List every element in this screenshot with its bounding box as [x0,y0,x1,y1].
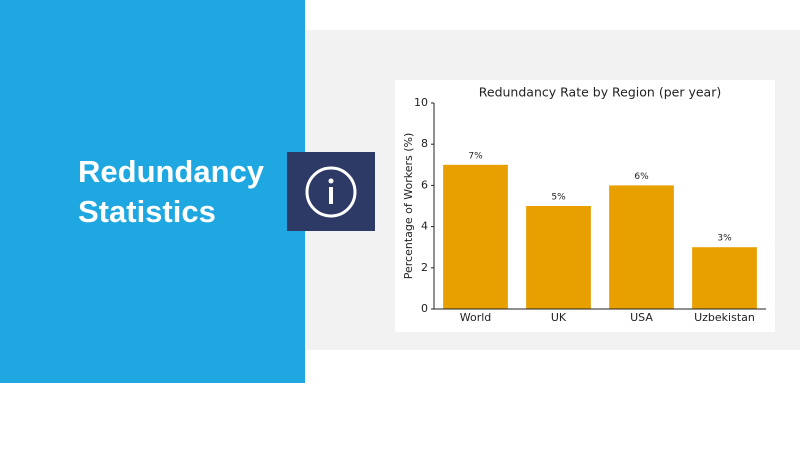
value-label: 5% [551,193,566,203]
value-label: 3% [717,234,732,244]
info-icon [287,152,375,231]
slide-title: Redundancy Statistics [78,154,265,229]
icon-circle [305,166,357,218]
bar [526,206,591,309]
y-axis-label: Percentage of Workers (%) [402,133,415,280]
y-tick-label: 2 [421,261,428,274]
y-tick-label: 4 [421,220,428,233]
y-tick-label: 8 [421,137,428,150]
icon-bar [329,187,333,204]
bar [609,185,674,309]
bar [692,247,757,309]
bar [443,164,508,309]
title-panel [0,0,305,383]
y-tick-label: 0 [421,302,428,315]
y-tick-label: 6 [421,178,428,191]
chart: Redundancy Rate by Region (per year) Per… [395,80,775,332]
x-tick-label: USA [630,311,653,324]
y-tick-label: 10 [414,96,428,109]
x-tick-label: World [460,311,492,324]
value-label: 6% [634,172,649,182]
x-tick-label: UK [551,311,567,324]
info-glyph [305,166,357,218]
value-label: 7% [468,151,483,161]
icon-dot [328,178,334,184]
x-tick-label: Uzbekistan [694,311,755,324]
chart-title: Redundancy Rate by Region (per year) [479,85,721,100]
